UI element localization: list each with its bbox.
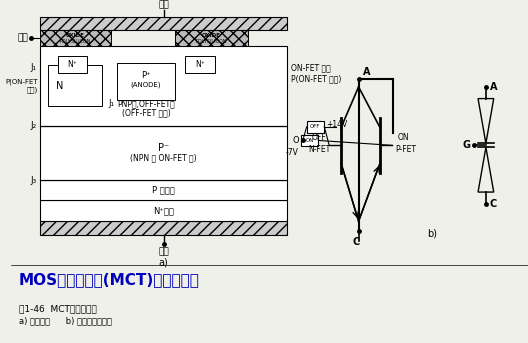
Text: POLYSILICON: POLYSILICON (60, 39, 91, 44)
Text: MOS控制晶闸管(MCT)等相关介绍: MOS控制晶闸管(MCT)等相关介绍 (19, 272, 200, 287)
Text: OXIDE: OXIDE (202, 33, 221, 38)
Bar (40, 180, 287, 200)
Bar (307, 121, 324, 133)
Bar (40, 126, 287, 180)
Text: (NPN 基 ON-FET 层): (NPN 基 ON-FET 层) (130, 153, 197, 163)
Text: 图1-46  MCT结构原理图: 图1-46 MCT结构原理图 (19, 304, 97, 313)
Text: -7V: -7V (286, 147, 299, 157)
Text: N⁺基片: N⁺基片 (153, 206, 174, 215)
Text: 栅极): 栅极) (27, 86, 39, 93)
Text: 阳极: 阳极 (158, 0, 169, 9)
Text: A: A (363, 67, 370, 77)
Text: C: C (353, 237, 360, 247)
Bar (301, 134, 318, 146)
Text: A: A (490, 82, 497, 92)
Bar (175, 31, 248, 46)
Text: P-FET: P-FET (395, 145, 416, 154)
Text: N-FET: N-FET (308, 145, 331, 154)
Bar (117, 62, 175, 99)
Bar (48, 66, 102, 106)
Text: a) 内部结构      b) 等效电路及符号: a) 内部结构 b) 等效电路及符号 (19, 317, 112, 326)
Bar (40, 31, 111, 46)
Text: OFF: OFF (312, 133, 327, 142)
Text: 门极: 门极 (18, 34, 29, 43)
Text: O: O (292, 136, 299, 145)
Text: OXIDE: OXIDE (66, 33, 85, 38)
Text: PNP基,OFF-FET基: PNP基,OFF-FET基 (117, 99, 175, 108)
Text: ON: ON (398, 133, 409, 142)
Text: J₁: J₁ (31, 63, 36, 72)
Text: POLYSILICON: POLYSILICON (196, 39, 228, 44)
Bar (40, 46, 287, 126)
Text: C: C (490, 199, 497, 209)
Text: ON-FET 沟道: ON-FET 沟道 (291, 63, 331, 72)
Text: OFF: OFF (310, 124, 320, 129)
Text: ON: ON (305, 138, 314, 143)
Text: N: N (56, 81, 63, 91)
Text: b): b) (427, 228, 437, 238)
Text: a): a) (159, 257, 168, 267)
Text: P⁻: P⁻ (158, 143, 169, 153)
Text: J₂: J₂ (30, 121, 36, 130)
Bar (40, 200, 287, 221)
Bar (40, 221, 287, 235)
Text: P⁺: P⁺ (142, 71, 151, 80)
Bar (40, 17, 287, 31)
Text: J₁: J₁ (108, 99, 114, 108)
Text: J₃: J₃ (30, 176, 36, 185)
Text: (OFF-FET 沟道): (OFF-FET 沟道) (121, 109, 171, 118)
Text: P(ON-FET: P(ON-FET (6, 79, 39, 85)
Bar (58, 56, 87, 73)
Text: P 缓冲层: P 缓冲层 (152, 186, 175, 194)
Bar (185, 56, 214, 73)
Text: (ANODE): (ANODE) (131, 82, 162, 88)
Text: G: G (462, 140, 470, 150)
Text: N⁺: N⁺ (68, 60, 78, 69)
Text: +14V: +14V (326, 120, 347, 129)
Text: 阴极: 阴极 (158, 248, 169, 257)
Text: N⁺: N⁺ (195, 60, 205, 69)
Text: P(ON-FET 栅板): P(ON-FET 栅板) (291, 75, 342, 84)
